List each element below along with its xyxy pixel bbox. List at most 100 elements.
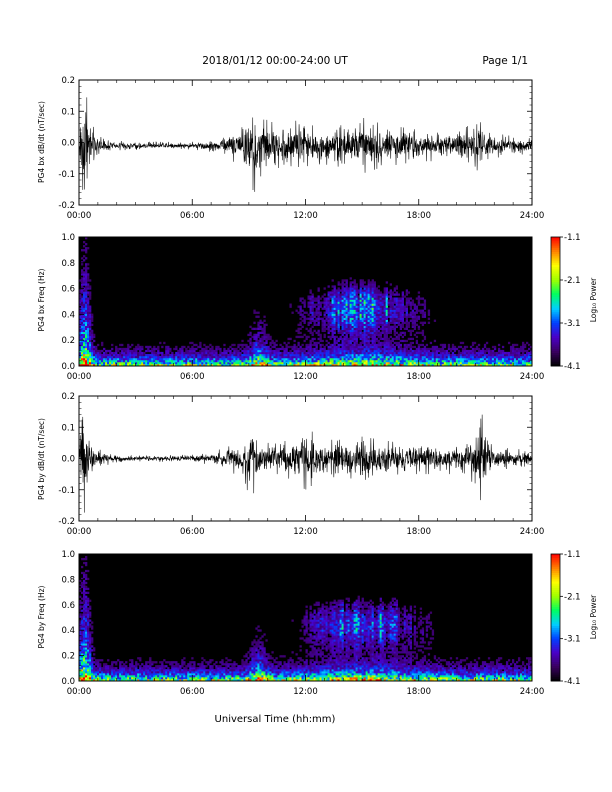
p1-cell: [421, 353, 425, 357]
p1-cell: [389, 297, 392, 300]
colorbar-0-segment: [551, 288, 560, 292]
p1-cell: [79, 329, 82, 333]
p1-cell: [497, 363, 501, 367]
p1-cell: [85, 289, 88, 292]
p1-cell: [245, 361, 248, 365]
p1-cell: [375, 329, 378, 333]
p1-cell: [79, 289, 82, 292]
p1-cell: [253, 343, 256, 347]
p1-cell: [409, 307, 413, 310]
p3-cell: [125, 665, 128, 668]
p1-cell: [479, 351, 483, 355]
p1-cell: [331, 321, 334, 324]
p1-cell: [477, 353, 481, 357]
panel-bx-spectrogram-ylabel: PG4 bx Freq (Hz): [37, 268, 46, 331]
p3-cell: [139, 659, 142, 662]
p1-cell: [407, 329, 411, 333]
p1-cell: [471, 351, 475, 355]
p1-cell: [85, 297, 88, 300]
p3-cell: [83, 661, 86, 664]
p1-cell: [87, 343, 90, 347]
p1-cell: [365, 303, 368, 306]
p1-cell: [513, 357, 517, 361]
colorbar-0-segment: [551, 333, 560, 337]
p3-cell: [149, 677, 152, 680]
p1-cell: [85, 277, 88, 280]
p1-cell: [519, 363, 523, 367]
p1-cell: [81, 359, 84, 363]
p3-cell: [81, 651, 84, 654]
p1-cell: [363, 285, 366, 288]
p1-cell: [149, 353, 152, 357]
p1-cell: [339, 361, 342, 365]
p1-cell: [329, 291, 332, 294]
p3-cell: [135, 671, 138, 674]
p1-cell: [143, 353, 146, 357]
p3-cell: [143, 665, 146, 668]
p3-cell: [113, 673, 116, 676]
p1-cell: [193, 361, 196, 365]
p1-cell: [331, 313, 334, 316]
p1-cell: [267, 337, 270, 341]
p1-cell: [373, 349, 376, 353]
p1-cell: [383, 353, 386, 357]
p1-cell: [291, 345, 294, 349]
p1-cell: [369, 317, 372, 320]
p1-cell: [467, 351, 471, 355]
p1-cell: [315, 357, 318, 361]
p1-cell: [369, 339, 372, 343]
p1-cell: [365, 317, 368, 320]
p1-cell: [515, 347, 519, 351]
p1-cell: [291, 311, 294, 314]
p1-cell: [381, 331, 384, 335]
p1-cell: [81, 355, 84, 359]
p1-cell: [237, 355, 240, 359]
p1-xtick-label: 24:00: [520, 372, 545, 382]
p1-cell: [391, 299, 394, 302]
p1-cell: [369, 297, 372, 300]
p1-cell: [405, 363, 409, 367]
p1-cell: [159, 361, 162, 365]
p1-cell: [275, 363, 278, 367]
p3-cell: [99, 669, 102, 672]
p1-cell: [191, 349, 194, 353]
p1-cell: [405, 317, 409, 320]
p1-cell: [337, 301, 340, 304]
p1-cell: [329, 359, 332, 363]
p3-cell: [161, 663, 164, 666]
p1-cell: [293, 363, 296, 367]
p1-cell: [81, 329, 84, 333]
p3-cell: [79, 609, 82, 612]
p1-cell: [521, 351, 525, 355]
p1-cell: [479, 357, 483, 361]
p1-cell: [85, 251, 88, 254]
p1-cell: [355, 345, 358, 349]
p1-cell: [525, 357, 529, 361]
p1-cell: [309, 301, 312, 304]
p1-cell: [345, 351, 348, 355]
p1-cell: [339, 363, 342, 367]
p1-cell: [385, 301, 388, 304]
p1-cell: [163, 341, 166, 345]
p1-cell: [359, 353, 362, 357]
p1-cell: [259, 349, 262, 353]
p1-cell: [147, 347, 150, 351]
p1-cell: [393, 309, 396, 312]
p1-cell: [235, 353, 238, 357]
p1-cell: [349, 297, 352, 300]
p1-cell: [225, 351, 228, 355]
p1-cell: [381, 307, 384, 310]
p1-cell: [253, 355, 256, 359]
p1-cell: [155, 353, 158, 357]
p1-cell: [363, 295, 366, 298]
p1-cell: [445, 359, 449, 363]
p1-cell: [471, 357, 475, 361]
p3-cell: [89, 631, 92, 634]
p3-cell: [105, 665, 108, 668]
p1-cell: [239, 347, 242, 351]
p3-cell: [179, 667, 182, 670]
p1-cell: [165, 345, 168, 349]
p1-cell: [357, 323, 360, 326]
p1-cell: [307, 345, 310, 349]
p1-cell: [473, 341, 477, 345]
